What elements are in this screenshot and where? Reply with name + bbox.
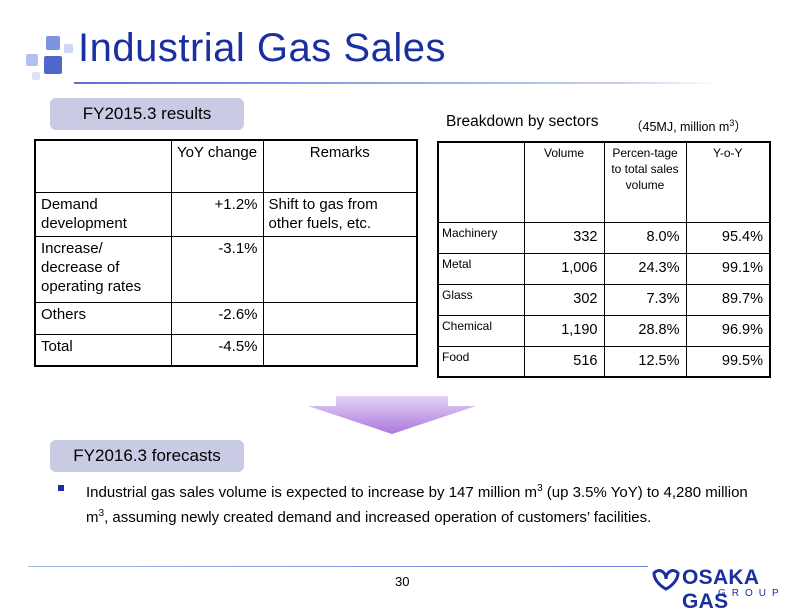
sector-volume: 1,006: [523, 252, 605, 285]
sector-percent: 8.0%: [603, 221, 687, 254]
sector-percent: 28.8%: [603, 314, 687, 347]
sector-yoy: 99.5%: [685, 345, 771, 378]
page-number: 30: [395, 574, 410, 589]
title-underline: [74, 82, 720, 84]
row-yoy: +1.2%: [170, 191, 264, 237]
header-blank: [34, 139, 172, 193]
sector-percent: 7.3%: [603, 283, 687, 316]
sector-yoy: 95.4%: [685, 221, 771, 254]
sector-volume: 302: [523, 283, 605, 316]
row-yoy: -2.6%: [170, 301, 264, 335]
decorative-squares: [26, 36, 74, 80]
sector-volume: 516: [523, 345, 605, 378]
header-percentage: Percen-tage to total sales volume: [603, 141, 687, 223]
row-label: Demand development: [34, 191, 172, 237]
osaka-gas-logo: OSAKA GAS GROUP: [652, 566, 798, 613]
header-remarks: Remarks: [262, 139, 418, 193]
results-table: YoY change Remarks Demand development +1…: [34, 139, 418, 367]
sector-name: Machinery: [437, 221, 525, 254]
breakdown-unit: （45MJ, million m3）: [630, 117, 747, 134]
header-yoy: Y-o-Y: [685, 141, 771, 223]
logo-group: GROUP: [718, 588, 785, 599]
row-label: Increase/ decrease of operating rates: [34, 235, 172, 303]
sector-name: Glass: [437, 283, 525, 316]
results-label: FY2015.3 results: [50, 98, 244, 130]
forecasts-label: FY2016.3 forecasts: [50, 440, 244, 472]
row-label: Others: [34, 301, 172, 335]
bullet-icon: [58, 485, 64, 491]
down-arrow-icon: [308, 396, 476, 434]
sector-percent: 24.3%: [603, 252, 687, 285]
sector-name: Metal: [437, 252, 525, 285]
row-yoy: -4.5%: [170, 333, 264, 367]
row-label: Total: [34, 333, 172, 367]
row-yoy: -3.1%: [170, 235, 264, 303]
page-title: Industrial Gas Sales: [78, 26, 446, 70]
breakdown-title: Breakdown by sectors: [446, 113, 599, 130]
sector-yoy: 89.7%: [685, 283, 771, 316]
sector-table: Volume Percen-tage to total sales volume…: [437, 141, 771, 378]
footer-divider: [28, 566, 648, 567]
sector-volume: 1,190: [523, 314, 605, 347]
header-yoy: YoY change: [170, 139, 264, 193]
sector-percent: 12.5%: [603, 345, 687, 378]
sector-volume: 332: [523, 221, 605, 254]
row-remarks: [262, 301, 418, 335]
sector-name: Chemical: [437, 314, 525, 347]
sector-name: Food: [437, 345, 525, 378]
sector-yoy: 96.9%: [685, 314, 771, 347]
row-remarks: [262, 333, 418, 367]
row-remarks: [262, 235, 418, 303]
sector-yoy: 99.1%: [685, 252, 771, 285]
forecast-text: Industrial gas sales volume is expected …: [86, 483, 748, 526]
row-remarks: Shift to gas from other fuels, etc.: [262, 191, 418, 237]
header-blank: [437, 141, 525, 223]
header-volume: Volume: [523, 141, 605, 223]
flame-mark-icon: [652, 569, 680, 591]
